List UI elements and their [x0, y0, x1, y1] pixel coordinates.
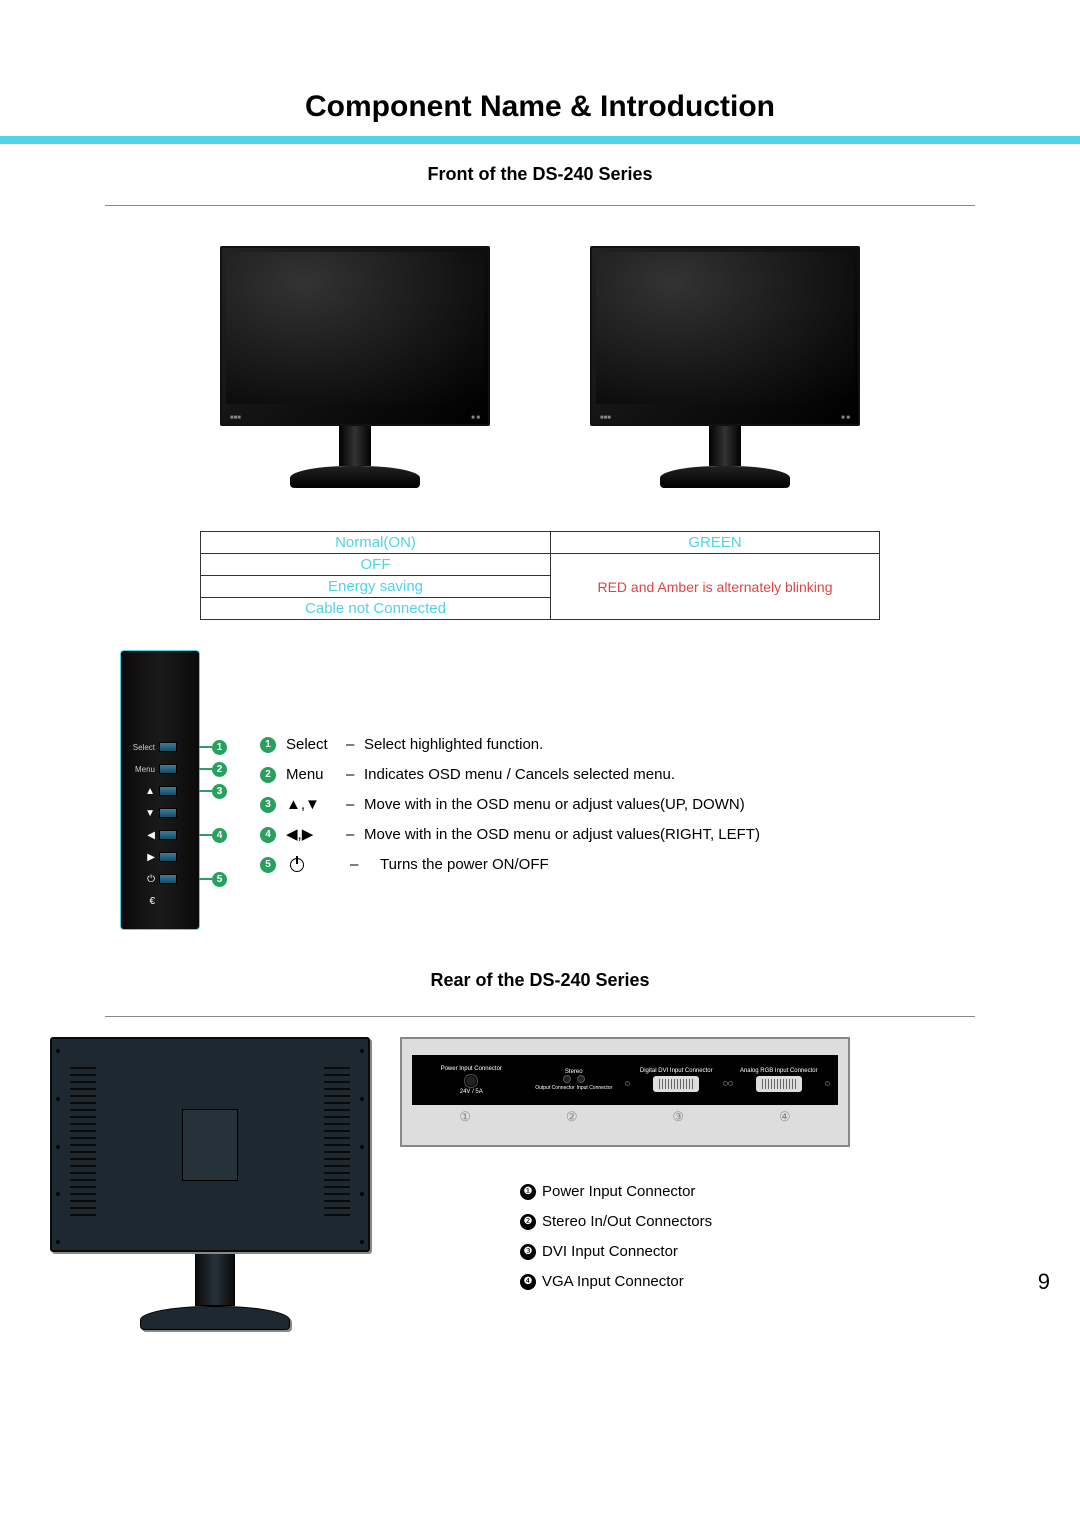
legend-badge: 4 [260, 827, 276, 843]
power-jack-icon [464, 1074, 478, 1088]
monitor-front-row: ■■■ ■ ■ ■■■ ■ ■ [0, 246, 1080, 501]
legend-desc: Indicates OSD menu / Cancels selected me… [364, 760, 820, 790]
vga-port-icon [756, 1076, 802, 1092]
cp-label-extra: € [121, 896, 159, 907]
legend-row: 3 ▲,▼ – Move with in the OSD menu or adj… [260, 790, 820, 820]
status-state: Cable not Connected [201, 598, 551, 620]
rear-legend-row: ❶ Power Input Connector [520, 1177, 850, 1207]
cp-badge-4: 4 [212, 828, 227, 843]
title-divider [0, 136, 1080, 144]
cp-label-up: ▲ [121, 786, 159, 797]
page-title: Component Name & Introduction [0, 0, 1080, 136]
dash: – [350, 850, 368, 880]
rear-legend-badge: ❷ [520, 1214, 536, 1230]
dash: – [346, 730, 364, 760]
dash: – [346, 820, 364, 850]
audio-jack-icon [577, 1075, 585, 1083]
front-underline [105, 205, 975, 206]
io-stereo-out: Output Connector [535, 1085, 574, 1091]
status-state: Normal(ON) [201, 532, 551, 554]
legend-row: 1 Select – Select highlighted function. [260, 730, 820, 760]
rear-legend: ❶ Power Input Connector ❷ Stereo In/Out … [520, 1177, 850, 1297]
legend-desc: Move with in the OSD menu or adjust valu… [364, 790, 820, 820]
rear-legend-row: ❹ VGA Input Connector [520, 1267, 850, 1297]
rear-legend-badge: ❶ [520, 1184, 536, 1200]
legend-symbol: ◀,▶ [286, 820, 346, 850]
io-power-group: Power Input Connector 24V / 5A [420, 1066, 523, 1095]
io-numbers: ① ② ③ ④ [412, 1109, 838, 1125]
status-table: Normal(ON) GREEN OFF RED and Amber is al… [200, 531, 880, 620]
status-state: Energy saving [201, 576, 551, 598]
legend-row: 2 Menu – Indicates OSD menu / Cancels se… [260, 760, 820, 790]
io-num: ③ [625, 1109, 732, 1125]
legend-symbol: Menu [286, 760, 346, 790]
control-panel: Select1 Menu2 ▲3 ▼ ◀4 ▶ ⏻5 € [120, 650, 200, 930]
legend-desc: Select highlighted function. [364, 730, 820, 760]
rear-legend-text: Power Input Connector [542, 1177, 695, 1207]
io-panel: Power Input Connector 24V / 5A Stereo Ou… [400, 1037, 850, 1147]
rear-row: Power Input Connector 24V / 5A Stereo Ou… [50, 1037, 1080, 1337]
legend-badge: 1 [260, 737, 276, 753]
cp-badge-1: 1 [212, 740, 227, 755]
page-number: 9 [1038, 1269, 1050, 1295]
cp-badge-3: 3 [212, 784, 227, 799]
io-vga-group: Analog RGB Input Connector [728, 1068, 831, 1092]
rear-legend-row: ❸ DVI Input Connector [520, 1237, 850, 1267]
legend-symbol: Select [286, 730, 346, 760]
io-dvi-label: Digital DVI Input Connector [625, 1068, 728, 1074]
status-indicator-merged: RED and Amber is alternately blinking [551, 554, 880, 620]
legend-desc: Turns the power ON/OFF [368, 850, 820, 880]
rear-legend-badge: ❸ [520, 1244, 536, 1260]
legend-badge: 2 [260, 767, 276, 783]
monitor-front-right: ■■■ ■ ■ [590, 246, 860, 501]
rear-legend-text: Stereo In/Out Connectors [542, 1207, 712, 1237]
io-power-label: Power Input Connector [420, 1066, 523, 1072]
legend-badge: 5 [260, 857, 276, 873]
table-row: OFF RED and Amber is alternately blinkin… [201, 554, 880, 576]
rear-underline [105, 1016, 975, 1017]
io-stereo-in: Input Connector [577, 1085, 613, 1091]
cp-badge-2: 2 [212, 762, 227, 777]
rear-legend-text: DVI Input Connector [542, 1237, 678, 1267]
status-state: OFF [201, 554, 551, 576]
audio-jack-icon [563, 1075, 571, 1083]
cp-label-menu: Menu [121, 765, 159, 774]
io-num: ② [519, 1109, 626, 1125]
rear-legend-row: ❷ Stereo In/Out Connectors [520, 1207, 850, 1237]
dash: – [346, 790, 364, 820]
cp-label-left: ◀ [121, 830, 159, 841]
legend-row: 4 ◀,▶ – Move with in the OSD menu or adj… [260, 820, 820, 850]
table-row: Normal(ON) GREEN [201, 532, 880, 554]
cp-label-right: ▶ [121, 852, 159, 863]
cp-label-select: Select [121, 743, 159, 752]
rear-heading: Rear of the DS-240 Series [0, 970, 1080, 991]
power-icon [290, 858, 304, 872]
dash: – [346, 760, 364, 790]
legend-row: 5 – Turns the power ON/OFF [260, 850, 820, 880]
power-icon: ⏻ [121, 874, 159, 885]
cp-badge-5: 5 [212, 872, 227, 887]
io-dvi-group: Digital DVI Input Connector [625, 1068, 728, 1092]
monitor-rear [50, 1037, 380, 1337]
dvi-port-icon [653, 1076, 699, 1092]
legend-badge: 3 [260, 797, 276, 813]
front-heading: Front of the DS-240 Series [0, 164, 1080, 185]
io-stereo-group: Stereo Output Connector Input Connector [523, 1069, 626, 1091]
control-legend: 1 Select – Select highlighted function. … [260, 730, 820, 880]
io-num: ④ [732, 1109, 839, 1125]
legend-desc: Move with in the OSD menu or adjust valu… [364, 820, 820, 850]
rear-panel: Power Input Connector 24V / 5A Stereo Ou… [400, 1037, 850, 1297]
rear-legend-text: VGA Input Connector [542, 1267, 684, 1297]
rear-legend-badge: ❹ [520, 1274, 536, 1290]
io-power-sub: 24V / 5A [420, 1089, 523, 1095]
cp-label-down: ▼ [121, 808, 159, 819]
status-indicator: GREEN [551, 532, 880, 554]
control-section: Select1 Menu2 ▲3 ▼ ◀4 ▶ ⏻5 € 1 Select – … [120, 650, 1080, 930]
io-vga-label: Analog RGB Input Connector [728, 1068, 831, 1074]
legend-symbol: ▲,▼ [286, 790, 346, 820]
monitor-front-left: ■■■ ■ ■ [220, 246, 490, 501]
io-num: ① [412, 1109, 519, 1125]
